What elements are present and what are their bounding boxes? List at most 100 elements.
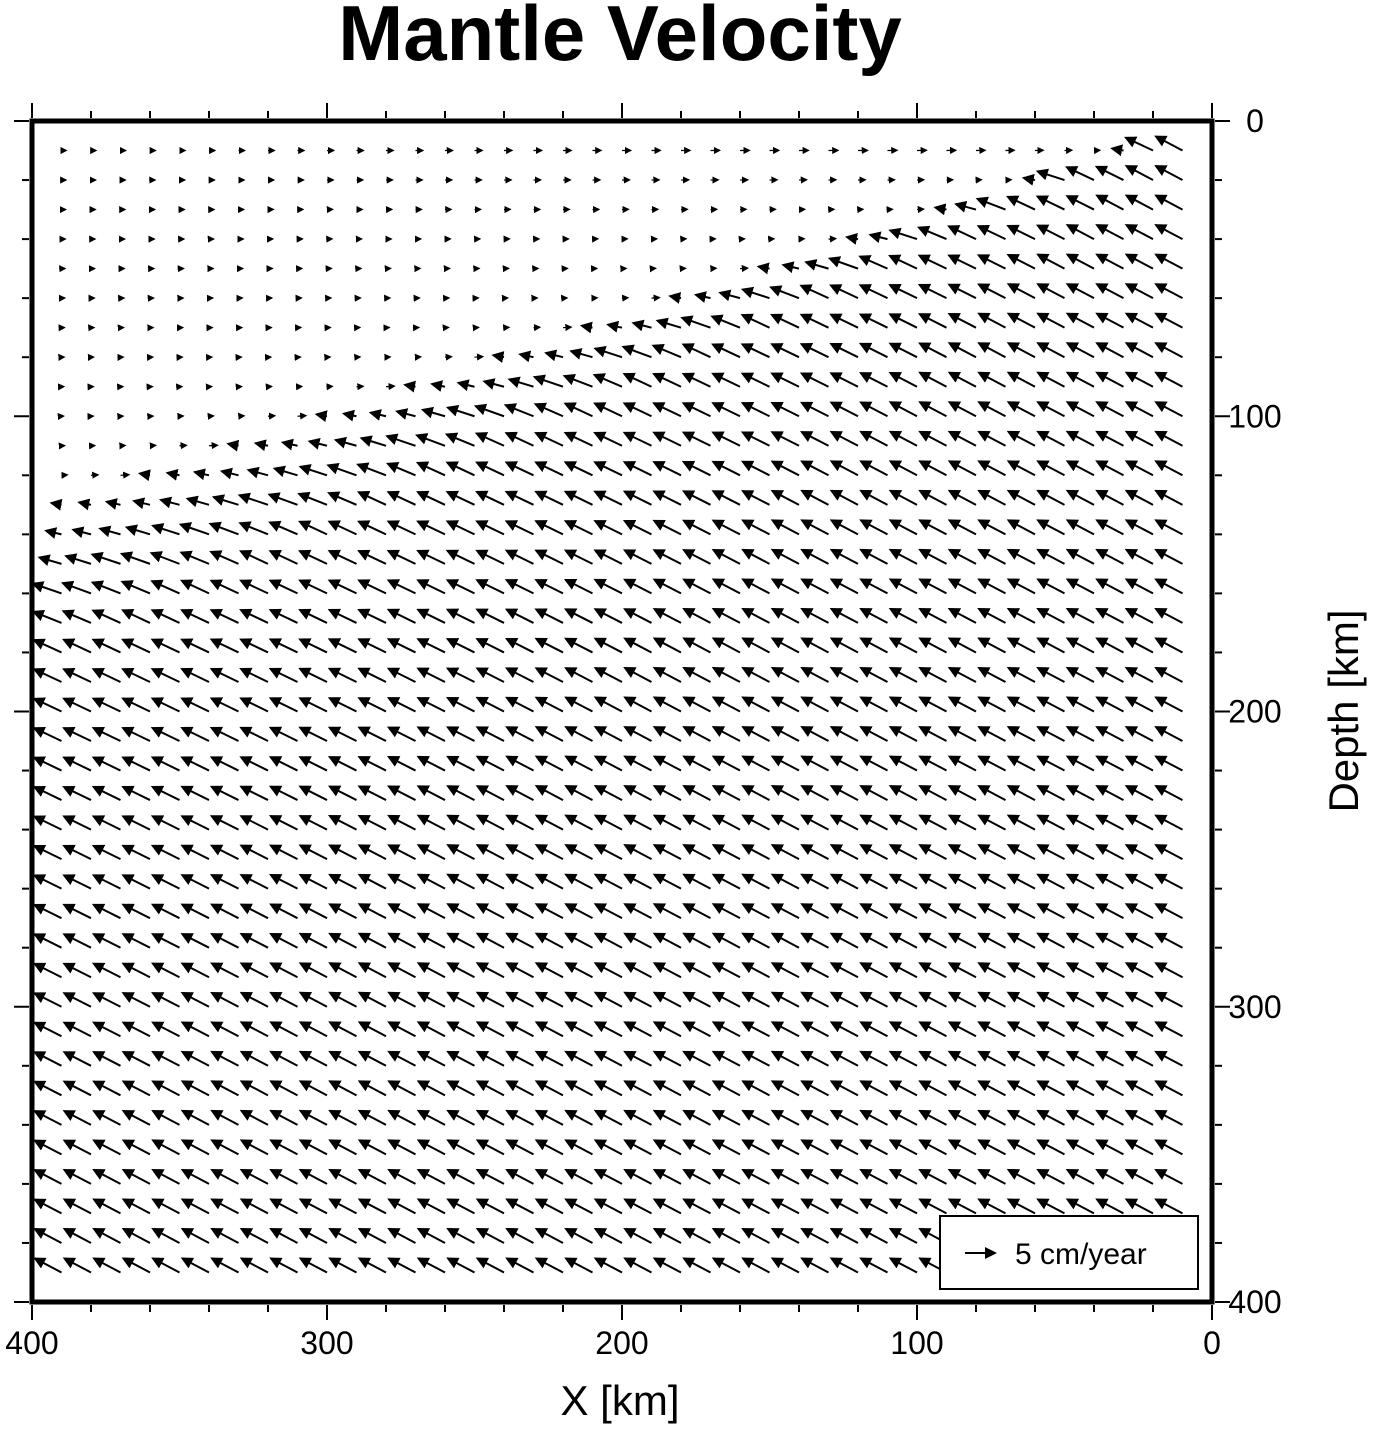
velocity-vector — [741, 1080, 770, 1097]
velocity-vector — [1154, 1139, 1183, 1156]
velocity-vector — [327, 608, 357, 624]
velocity-vector — [711, 549, 741, 565]
velocity-vector — [947, 1109, 977, 1126]
velocity-vector — [1065, 1021, 1095, 1038]
velocity-vector — [416, 1257, 446, 1274]
velocity-vector — [1065, 1168, 1095, 1185]
velocity-vector — [446, 1257, 475, 1274]
velocity-vector — [505, 991, 534, 1008]
y-tick-label: 300 — [1228, 989, 1281, 1025]
velocity-vector — [564, 1050, 593, 1067]
velocity-vector — [947, 489, 977, 506]
velocity-vector — [357, 1198, 387, 1215]
velocity-vector — [1065, 637, 1095, 654]
velocity-vector — [888, 371, 918, 388]
velocity-vector — [357, 1257, 387, 1274]
velocity-vector — [800, 991, 829, 1008]
velocity-vector — [1095, 667, 1124, 683]
velocity-vector — [268, 726, 298, 742]
velocity-vector — [800, 903, 829, 920]
velocity-vector — [977, 607, 1006, 624]
velocity-vector — [1065, 844, 1095, 861]
velocity-vector — [1154, 460, 1183, 477]
velocity-vector — [859, 667, 888, 683]
velocity-vector — [1006, 1050, 1036, 1067]
velocity-vector — [888, 254, 918, 270]
velocity-vector — [947, 696, 977, 713]
velocity-vector — [1154, 1021, 1183, 1038]
velocity-vector — [977, 1198, 1006, 1215]
velocity-vector — [977, 489, 1006, 506]
velocity-vector — [121, 638, 151, 654]
velocity-vector — [420, 406, 446, 419]
velocity-vector — [592, 373, 623, 388]
velocity-vector — [829, 1109, 859, 1126]
velocity-vector — [800, 637, 829, 654]
velocity-vector — [1124, 667, 1154, 683]
velocity-vector — [180, 1080, 210, 1097]
velocity-vector — [564, 1227, 593, 1244]
velocity-vector — [387, 1021, 416, 1038]
velocity-vector — [357, 726, 387, 742]
velocity-vector — [326, 462, 357, 477]
velocity-vector — [916, 225, 947, 241]
velocity-vector — [623, 1021, 652, 1038]
velocity-vector — [357, 1050, 387, 1067]
velocity-vector — [151, 1257, 180, 1274]
velocity-vector — [1124, 873, 1154, 890]
velocity-vector — [668, 292, 682, 304]
velocity-vector — [1095, 430, 1124, 447]
velocity-vector — [534, 814, 564, 831]
velocity-vector — [1035, 195, 1065, 211]
velocity-vector — [1065, 1139, 1095, 1156]
velocity-vector — [210, 962, 239, 979]
velocity-vector — [534, 962, 564, 979]
velocity-vector — [62, 1139, 92, 1156]
velocity-vector — [888, 637, 918, 654]
velocity-vector — [446, 1021, 475, 1038]
velocity-vector — [268, 815, 298, 831]
velocity-vector — [357, 549, 387, 565]
velocity-vector — [593, 844, 623, 861]
velocity-vector — [1036, 253, 1065, 270]
velocity-vector — [1065, 460, 1095, 477]
velocity-vector — [32, 962, 62, 979]
velocity-vector — [977, 312, 1006, 329]
velocity-vector — [504, 520, 534, 536]
velocity-vector — [741, 1021, 770, 1038]
velocity-vector — [475, 726, 505, 742]
velocity-vector — [210, 1198, 239, 1215]
velocity-vector — [859, 430, 888, 447]
velocity-vector — [711, 873, 741, 890]
velocity-vector — [947, 254, 977, 270]
velocity-vector — [357, 903, 387, 920]
velocity-vector — [741, 726, 770, 742]
velocity-vector — [1036, 371, 1065, 388]
velocity-vector — [918, 814, 947, 831]
velocity-vector — [770, 607, 800, 624]
velocity-vector — [859, 1139, 888, 1156]
velocity-vector — [888, 578, 918, 595]
velocity-vector — [32, 727, 62, 742]
velocity-vector — [651, 294, 661, 302]
velocity-vector — [977, 785, 1006, 801]
velocity-vector — [918, 489, 947, 506]
velocity-vector — [90, 551, 121, 565]
velocity-vector — [976, 254, 1006, 270]
velocity-vector — [356, 490, 387, 506]
velocity-vector — [652, 785, 682, 801]
velocity-vector — [1095, 253, 1124, 270]
velocity-vector — [62, 756, 92, 772]
velocity-vector — [269, 1109, 298, 1126]
velocity-vector — [475, 696, 505, 713]
velocity-vector — [298, 756, 328, 772]
velocity-vector — [741, 1050, 770, 1067]
velocity-vector — [328, 991, 357, 1008]
velocity-vector — [446, 962, 475, 979]
velocity-vector — [1124, 696, 1154, 713]
velocity-vector — [858, 372, 888, 388]
velocity-vector — [328, 1198, 357, 1215]
velocity-vector — [151, 1051, 180, 1067]
velocity-vector — [770, 755, 800, 772]
velocity-vector — [829, 489, 859, 506]
